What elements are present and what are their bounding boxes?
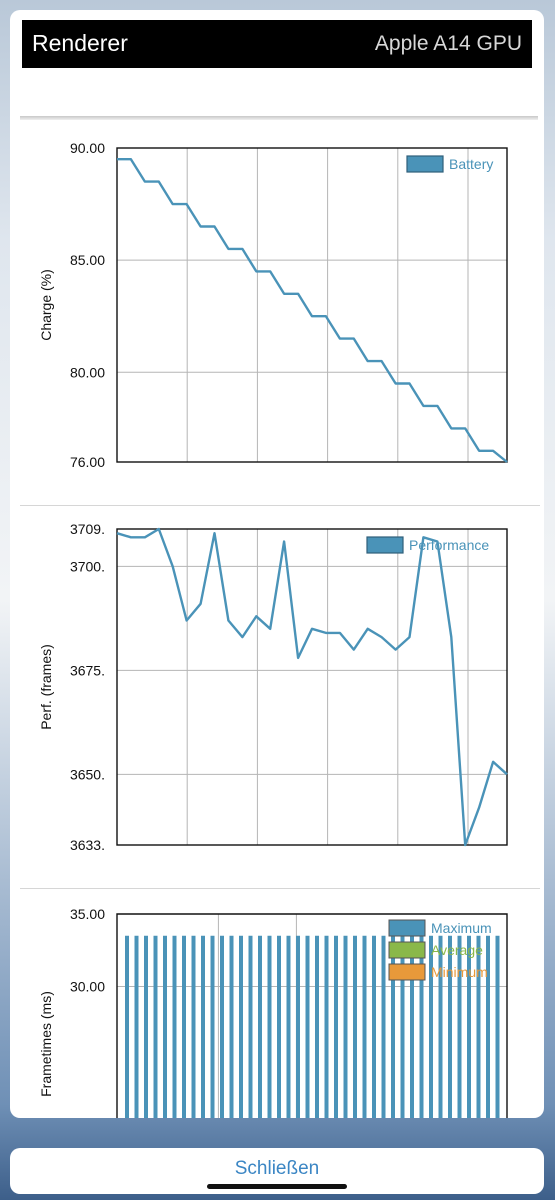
renderer-sheet: Renderer Apple A14 GPU 90.00 85.00 80.00 76… (10, 10, 544, 1118)
maximum-bar (334, 935, 338, 1118)
maximum-bar (476, 935, 481, 1118)
maximum-bar (248, 935, 253, 1118)
y-tick-label: 3675. (70, 662, 105, 678)
y-axis-label: Frametimes (ms) (38, 991, 54, 1097)
maximum-bar (172, 935, 177, 1118)
maximum-bar (286, 935, 291, 1118)
y-tick-label: 30.00 (70, 979, 105, 995)
y-tick-label: 3700. (70, 558, 105, 574)
renderer-header: Renderer Apple A14 GPU (22, 20, 532, 68)
maximum-bar (372, 935, 376, 1118)
performance-chart: 3709. 3700. 3675. 3650. 3633. Perf. (frames) P… (38, 521, 508, 853)
legend-label: Performance (409, 537, 489, 553)
plot-frame (116, 147, 508, 463)
maximum-bar (305, 935, 310, 1118)
maximum-bar (448, 935, 452, 1118)
maximum-bar (362, 935, 367, 1118)
header-divider (20, 116, 538, 120)
y-tick-label: 80.00 (70, 364, 105, 380)
chart-separator (20, 888, 540, 889)
maximum-bar (134, 935, 139, 1118)
maximum-bar (457, 935, 462, 1118)
maximum-bar (429, 935, 433, 1118)
maximum-bar (467, 935, 471, 1118)
legend-swatch (388, 963, 426, 981)
battery-chart: 90.00 85.00 80.00 76.00 Charge (%) Battery (38, 140, 508, 470)
maximum-bar (191, 935, 196, 1118)
plot-frame (116, 528, 508, 846)
maximum-bar (343, 935, 348, 1118)
y-axis-label: Charge (%) (38, 269, 54, 341)
maximum-bar (419, 935, 424, 1118)
maximum-bar (400, 935, 405, 1118)
y-tick-label: 76.00 (70, 454, 105, 470)
maximum-bar (391, 935, 395, 1118)
maximum-bar (277, 935, 281, 1118)
legend-label: Battery (449, 156, 493, 172)
y-tick-label: 3633. (70, 837, 105, 853)
legend-label: Maximum (431, 920, 492, 936)
maximum-bar (296, 935, 300, 1118)
maximum-bar (324, 935, 329, 1118)
maximum-bar (381, 935, 386, 1118)
close-button[interactable]: Schließen (234, 1158, 320, 1179)
legend-label: Minimum (431, 964, 488, 980)
legend-swatch (366, 536, 404, 554)
maximum-bar (182, 935, 186, 1118)
series-line (117, 158, 508, 463)
maximum-bar (315, 935, 319, 1118)
plot-frame (116, 913, 508, 1118)
maximum-bar (438, 935, 443, 1118)
maximum-bar (144, 935, 148, 1118)
maximum-bar (210, 935, 215, 1118)
maximum-bar (201, 935, 205, 1118)
maximum-bar (495, 935, 500, 1118)
legend-swatch (406, 155, 444, 173)
series-line (116, 527, 508, 847)
y-tick-label: 85.00 (70, 252, 105, 268)
maximum-bar (125, 935, 129, 1118)
maximum-bar (229, 935, 234, 1118)
legend-swatch (388, 941, 426, 959)
home-indicator[interactable] (207, 1184, 347, 1189)
chart-separator (20, 505, 540, 506)
y-tick-label: 3650. (70, 766, 105, 782)
legend-swatch (388, 919, 426, 937)
legend-label: Average (431, 942, 483, 958)
gpu-name: Apple A14 GPU (374, 32, 522, 55)
maximum-bar (239, 935, 243, 1118)
y-axis-label: Perf. (frames) (38, 644, 54, 730)
y-tick-label: 90.00 (70, 140, 105, 156)
y-tick-label: 35.00 (70, 906, 105, 922)
maximum-bar (220, 935, 224, 1118)
maximum-bar (353, 935, 357, 1118)
maximum-bar (267, 935, 272, 1118)
header-title: Renderer (32, 30, 128, 56)
maximum-bar (486, 935, 490, 1118)
maximum-bar (153, 935, 158, 1118)
maximum-bar (258, 935, 262, 1118)
maximum-bar (163, 935, 167, 1118)
y-tick-label: 3709. (70, 521, 105, 537)
maximum-bar (410, 935, 414, 1118)
